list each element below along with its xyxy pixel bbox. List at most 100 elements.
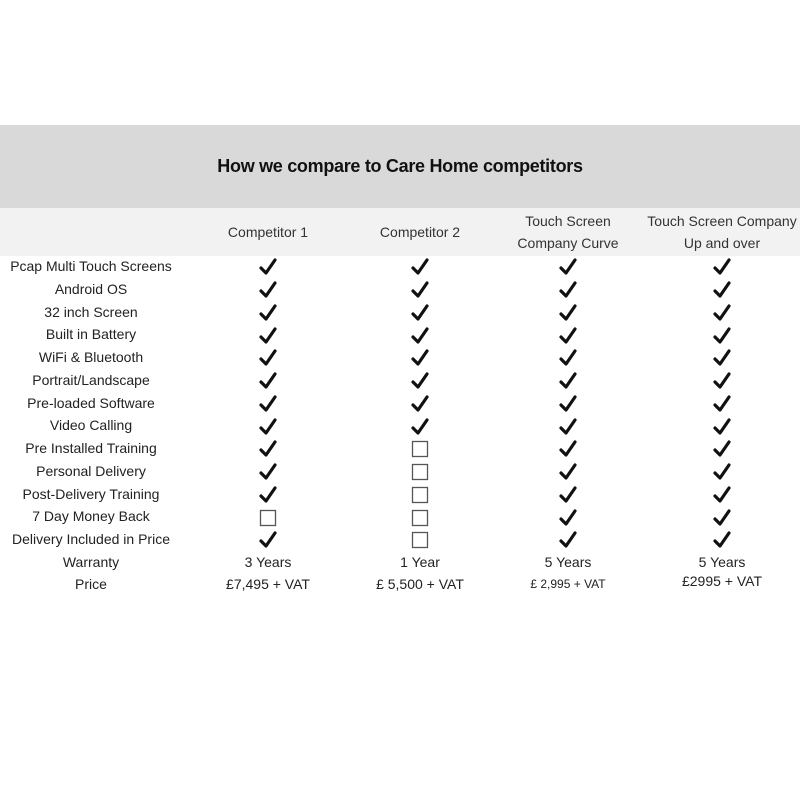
feature-row: 32 inch Screen [0,301,800,324]
check-icon [662,278,782,301]
check-icon [208,346,328,369]
row-label: Delivery Included in Price [12,531,170,547]
check-icon [360,301,480,324]
row-label: WiFi & Bluetooth [38,349,144,365]
row-label: Android OS [54,280,128,297]
empty-box-icon [360,460,480,483]
column-header-row: Competitor 1 Competitor 2 Touch Screen Comp… [0,208,800,256]
column-header-text: Competitor 2 [379,224,461,240]
check-icon [208,392,328,415]
column-header-text: Touch Screen [525,213,611,229]
check-icon [208,301,328,324]
feature-row: Pre-loaded Software [0,392,800,415]
check-icon [508,346,628,369]
check-icon [662,414,782,437]
check-icon [662,437,782,460]
feature-row: Built in Battery [0,323,800,346]
warranty-value: 5 Years [698,554,746,570]
feature-row: Delivery Included in Price [0,528,800,551]
empty-box-icon [360,505,480,528]
empty-box-icon [208,505,328,528]
feature-row: WiFi & Bluetooth [0,346,800,369]
feature-row: Pcap Multi Touch Screens [0,255,800,278]
price-row: Price £7,495 + VAT £ 5,500 + VAT £ 2,995 + … [0,573,800,596]
column-header-4: Touch Screen Company Up and over [642,208,800,256]
warranty-value: 5 Years [544,554,592,570]
feature-row: 7 Day Money Back [0,505,800,528]
check-icon [208,414,328,437]
empty-box-icon [360,437,480,460]
price-value: £7,495 + VAT [226,576,310,592]
check-icon [662,460,782,483]
row-label: Built in Battery [45,326,137,343]
check-icon [360,414,480,437]
check-icon [208,460,328,483]
column-header-2: Competitor 2 [340,208,500,256]
row-label: Pcap Multi Touch Screens [10,258,172,274]
row-label: Post-Delivery Training [22,485,160,502]
check-icon [508,323,628,346]
check-icon [360,255,480,278]
check-icon [208,528,328,551]
check-icon [208,255,328,278]
row-label: 32 inch Screen [44,303,138,320]
feature-row: Pre Installed Training [0,437,800,460]
feature-row: Portrait/Landscape [0,369,800,392]
check-icon [662,301,782,324]
feature-row: Post-Delivery Training [0,483,800,506]
column-header-1: Competitor 1 [188,208,348,256]
check-icon [662,528,782,551]
price-value: £ 2,995 + VAT [530,577,606,591]
check-icon [360,278,480,301]
column-header-text: Touch Screen Company [647,213,797,229]
check-icon [208,278,328,301]
check-icon [662,255,782,278]
check-icon [662,369,782,392]
row-label: Price [75,576,107,592]
check-icon [662,392,782,415]
check-icon [360,392,480,415]
empty-box-icon [360,483,480,506]
feature-row: Video Calling [0,414,800,437]
check-icon [508,460,628,483]
price-value: £ 5,500 + VAT [376,576,464,592]
column-header-text: Competitor 1 [227,224,309,240]
row-label: Pre Installed Training [25,440,157,456]
check-icon [208,437,328,460]
row-label: 7 Day Money Back [32,508,150,525]
check-icon [662,483,782,506]
feature-row: Android OS [0,278,800,301]
column-header-text: Company Curve [517,235,619,251]
check-icon [208,323,328,346]
check-icon [508,301,628,324]
check-icon [508,528,628,551]
warranty-value: 3 Years [244,554,292,570]
row-label: Warranty [62,554,120,570]
check-icon [662,323,782,346]
column-header-text: Up and over [683,235,761,251]
row-label: Pre-loaded Software [27,394,155,411]
column-header-3: Touch Screen Company Curve [488,208,648,256]
check-icon [662,346,782,369]
row-label: Portrait/Landscape [32,371,150,388]
warranty-value: 1 Year [400,554,440,570]
row-label: Video Calling [49,417,133,434]
check-icon [508,369,628,392]
check-icon [508,437,628,460]
check-icon [360,346,480,369]
check-icon [208,369,328,392]
check-icon [508,255,628,278]
title-banner: How we compare to Care Home competitors [0,125,800,208]
check-icon [508,278,628,301]
price-value: £2995 + VAT [681,573,763,589]
check-icon [360,369,480,392]
check-icon [208,483,328,506]
row-label: Personal Delivery [36,462,146,479]
check-icon [508,392,628,415]
check-icon [508,505,628,528]
check-icon [508,483,628,506]
feature-row: Personal Delivery [0,460,800,483]
check-icon [508,414,628,437]
check-icon [360,323,480,346]
check-icon [662,505,782,528]
